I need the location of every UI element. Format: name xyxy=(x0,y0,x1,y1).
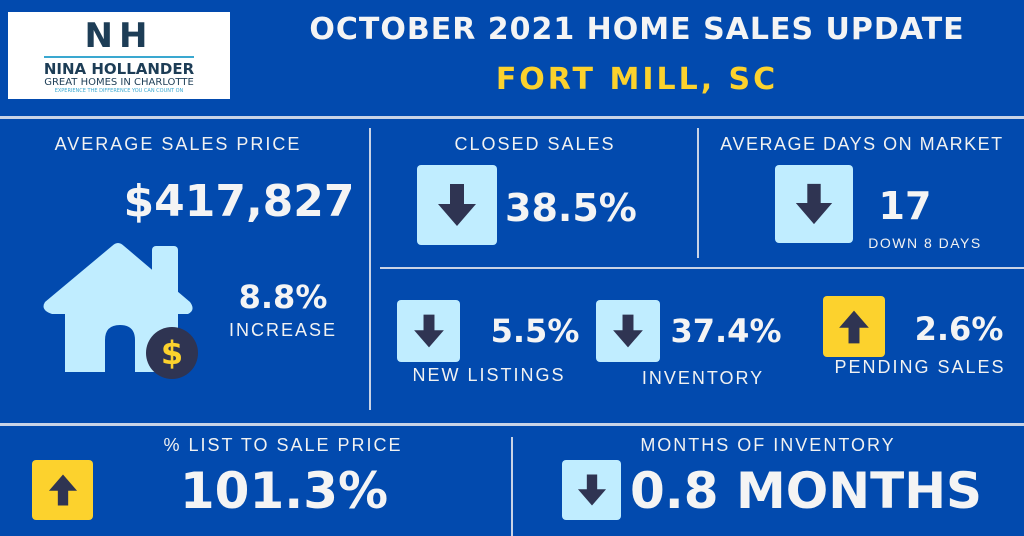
avg-price-change-label: INCREASE xyxy=(228,320,338,340)
location-title: FORT MILL, SC xyxy=(495,62,779,97)
days-on-market-sub: DOWN 8 DAYS xyxy=(868,235,982,251)
days-on-market-label: AVERAGE DAYS ON MARKET xyxy=(720,134,1004,154)
logo-name: NINA HOLLANDER xyxy=(43,60,195,78)
down-arrow-box xyxy=(397,300,460,362)
divider xyxy=(511,437,513,536)
logo-tagline: GREAT HOMES IN CHARLOTTE xyxy=(44,77,194,88)
divider xyxy=(697,128,699,258)
list-to-sale-value: 101.3% xyxy=(179,462,389,520)
avg-price-change: 8.8% xyxy=(238,278,328,316)
avg-price-label: AVERAGE SALES PRICE xyxy=(54,134,302,154)
pending-sales-value: 2.6% xyxy=(914,310,1004,348)
down-arrow-box xyxy=(562,460,621,520)
arrow-down-icon xyxy=(577,474,606,506)
down-arrow-box xyxy=(417,165,497,245)
logo-slogan: EXPERIENCE THE DIFFERENCE YOU CAN COUNT … xyxy=(54,88,184,94)
arrow-up-icon xyxy=(48,474,77,506)
inventory-value: 37.4% xyxy=(670,312,782,350)
logo-divider xyxy=(44,56,194,58)
inventory-label: INVENTORY xyxy=(641,368,765,388)
months-inventory-label: MONTHS OF INVENTORY xyxy=(640,435,896,455)
arrow-down-icon xyxy=(795,183,833,225)
new-listings-value: 5.5% xyxy=(490,312,580,350)
pending-sales-label: PENDING SALES xyxy=(834,357,1006,377)
svg-text:$: $ xyxy=(161,334,183,372)
divider xyxy=(369,128,371,410)
arrow-down-icon xyxy=(613,314,643,348)
closed-sales-value: 38.5% xyxy=(505,186,637,230)
list-to-sale-label: % LIST TO SALE PRICE xyxy=(163,435,403,455)
down-arrow-box xyxy=(596,300,660,362)
avg-price-value: $417,827 xyxy=(123,176,355,227)
logo: NH NINA HOLLANDER GREAT HOMES IN CHARLOT… xyxy=(8,12,230,99)
up-arrow-box xyxy=(823,296,885,357)
new-listings-label: NEW LISTINGS xyxy=(412,365,566,385)
down-arrow-box xyxy=(775,165,853,243)
months-inventory-value: 0.8 MONTHS xyxy=(630,462,983,520)
up-arrow-box xyxy=(32,460,93,520)
divider xyxy=(0,423,1024,426)
arrow-down-icon xyxy=(413,314,444,348)
closed-sales-label: CLOSED SALES xyxy=(454,134,616,154)
arrow-up-icon xyxy=(839,310,869,343)
divider xyxy=(380,267,1024,269)
divider xyxy=(0,116,1024,119)
arrow-down-icon xyxy=(438,184,476,226)
days-on-market-value: 17 xyxy=(878,184,932,228)
logo-initials: NH xyxy=(84,16,154,56)
page-title: OCTOBER 2021 HOME SALES UPDATE xyxy=(309,12,965,47)
house-dollar-icon: $ xyxy=(43,243,198,379)
